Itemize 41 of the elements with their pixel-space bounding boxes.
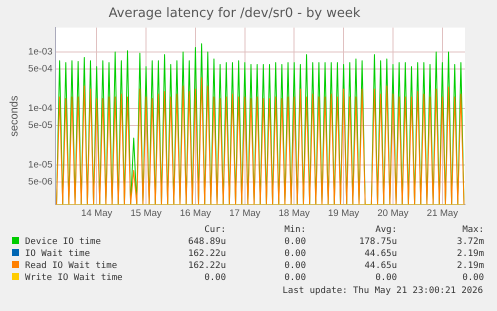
x-tick-label: 14 May (81, 208, 112, 219)
y-tick-label: 5e-06 (28, 176, 52, 188)
text: Last update: Thu May 21 23:00:21 2026 (282, 286, 483, 296)
legend-label: Read IO Wait time (24, 260, 118, 272)
y-tick-label: 1e-04 (28, 103, 52, 114)
text: 2.19m (456, 248, 484, 260)
legend-label: Write IO Wait time (24, 272, 124, 284)
text: Min: (283, 224, 306, 236)
x-tick-label: 15 May (130, 208, 162, 219)
y-tick-label: 1e-03 (28, 46, 52, 58)
y-tick-label: 5e-05 (28, 120, 52, 132)
y-tick-label: 1e-05 (28, 160, 52, 171)
legend-label: Device IO time (24, 236, 102, 248)
x-tick-label: 21 May (426, 208, 458, 219)
y-axis-title: seconds (8, 95, 21, 137)
text: 162.22u (187, 260, 226, 272)
text: 3.72m (456, 236, 484, 248)
text: 2.19m (456, 260, 484, 272)
text: 0.00 (283, 248, 306, 260)
text: 648.89u (187, 236, 226, 248)
text: 0.00 (283, 272, 306, 284)
text: 162.22u (187, 248, 226, 260)
text: 0.00 (203, 272, 226, 284)
text: 44.65u (363, 260, 397, 272)
legend-label: IO Wait time (24, 248, 92, 260)
text: 178.75u (358, 236, 397, 248)
text: 0.00 (374, 272, 397, 284)
text: 0.00 (461, 272, 484, 284)
text: Max: (461, 224, 484, 236)
x-tick-label: 18 May (278, 208, 310, 219)
text: Cur: (203, 224, 226, 236)
text: Avg: (374, 224, 397, 236)
text: 0.00 (283, 236, 306, 248)
x-tick-label: 19 May (328, 208, 360, 219)
y-tick-label: 5e-04 (28, 64, 52, 75)
x-tick-label: 20 May (377, 208, 409, 219)
x-tick-label: 16 May (180, 208, 212, 219)
chart-title: Average latency for /dev/sr0 - by week (108, 6, 361, 22)
x-tick-label: 17 May (229, 208, 261, 219)
text: 0.00 (283, 260, 306, 272)
text: 44.65u (363, 248, 397, 260)
